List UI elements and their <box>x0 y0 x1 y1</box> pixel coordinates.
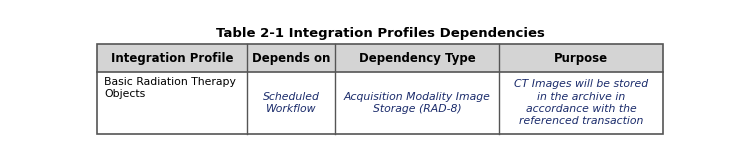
Text: Purpose: Purpose <box>554 52 608 65</box>
Text: Basic Radiation Therapy
Objects: Basic Radiation Therapy Objects <box>104 77 236 99</box>
Text: Scheduled
Workflow: Scheduled Workflow <box>263 92 320 114</box>
Text: Depends on: Depends on <box>252 52 330 65</box>
Text: Integration Profile: Integration Profile <box>111 52 234 65</box>
Bar <box>97 44 663 134</box>
Text: Dependency Type: Dependency Type <box>358 52 476 65</box>
Bar <box>97 44 663 72</box>
Text: Table 2-1 Integration Profiles Dependencies: Table 2-1 Integration Profiles Dependenc… <box>216 27 545 40</box>
Bar <box>97 72 663 134</box>
Text: Acquisition Modality Image
Storage (RAD-8): Acquisition Modality Image Storage (RAD-… <box>344 92 490 114</box>
Text: CT Images will be stored
in the archive in
accordance with the
referenced transa: CT Images will be stored in the archive … <box>514 79 649 127</box>
